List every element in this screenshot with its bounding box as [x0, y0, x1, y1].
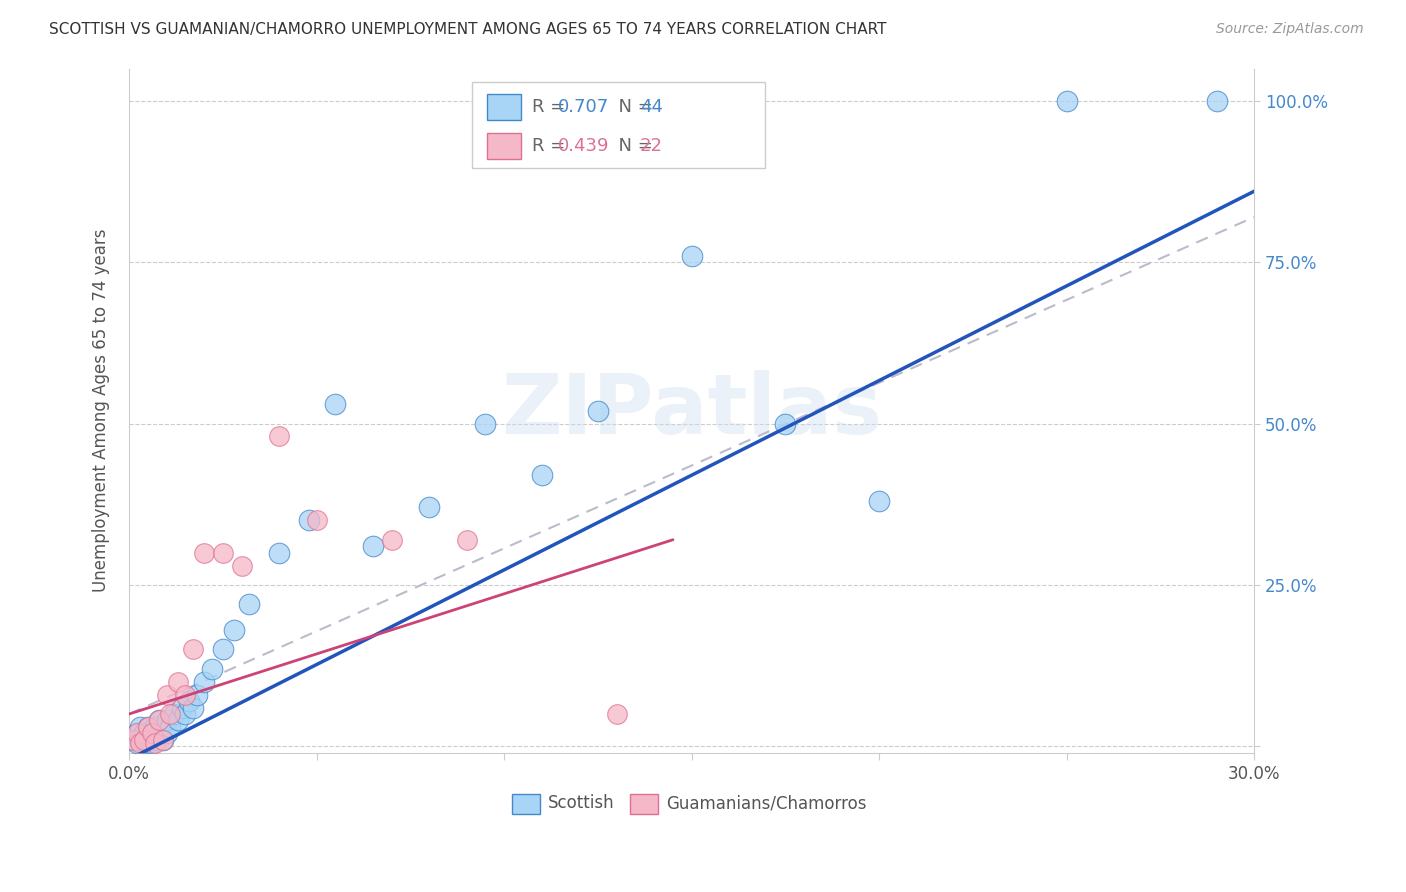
Point: [181, 700, 204, 714]
Point: [163, 706, 186, 721]
Text: 0.439: 0.439: [558, 136, 609, 155]
Point: [141, 726, 163, 740]
Point: [474, 417, 496, 431]
Point: [181, 642, 204, 657]
Point: [155, 714, 177, 728]
Point: [129, 720, 152, 734]
Point: [143, 732, 166, 747]
Point: [381, 533, 404, 547]
Point: [159, 720, 181, 734]
Point: [238, 597, 260, 611]
Point: [148, 714, 170, 728]
Point: [170, 700, 193, 714]
Point: [166, 674, 188, 689]
Text: Scottish: Scottish: [548, 795, 614, 813]
Point: [325, 397, 347, 411]
Point: [1056, 94, 1078, 108]
Point: [125, 736, 148, 750]
Point: [186, 688, 208, 702]
Point: [143, 736, 166, 750]
Text: 22: 22: [640, 136, 664, 155]
Point: [224, 623, 246, 637]
Text: SCOTTISH VS GUAMANIAN/CHAMORRO UNEMPLOYMENT AMONG AGES 65 TO 74 YEARS CORRELATIO: SCOTTISH VS GUAMANIAN/CHAMORRO UNEMPLOYM…: [49, 22, 887, 37]
Text: ZIPatlas: ZIPatlas: [501, 370, 882, 451]
Point: [155, 688, 177, 702]
Point: [269, 429, 291, 443]
FancyBboxPatch shape: [472, 82, 765, 168]
Point: [211, 642, 233, 657]
Point: [868, 494, 890, 508]
Point: [132, 726, 155, 740]
Point: [361, 539, 384, 553]
Text: N =: N =: [607, 98, 659, 116]
Point: [148, 714, 170, 728]
Text: R =: R =: [531, 136, 571, 155]
Point: [141, 726, 163, 740]
Point: [132, 736, 155, 750]
Point: [136, 720, 159, 734]
Point: [121, 732, 143, 747]
FancyBboxPatch shape: [512, 794, 540, 814]
Point: [298, 513, 321, 527]
Text: 44: 44: [640, 98, 664, 116]
FancyBboxPatch shape: [486, 133, 520, 159]
Point: [136, 720, 159, 734]
Point: [775, 417, 797, 431]
Point: [193, 674, 215, 689]
Text: R =: R =: [531, 98, 571, 116]
Point: [152, 732, 174, 747]
Point: [606, 706, 628, 721]
Point: [200, 662, 222, 676]
Point: [136, 732, 159, 747]
Point: [418, 500, 440, 515]
Point: [231, 558, 253, 573]
Point: [681, 249, 703, 263]
Y-axis label: Unemployment Among Ages 65 to 74 years: Unemployment Among Ages 65 to 74 years: [93, 229, 110, 592]
Point: [166, 714, 188, 728]
Point: [121, 732, 143, 747]
Point: [125, 726, 148, 740]
Point: [586, 403, 609, 417]
Point: [141, 736, 163, 750]
Point: [193, 546, 215, 560]
Point: [148, 726, 170, 740]
Text: 0.707: 0.707: [558, 98, 609, 116]
Point: [132, 732, 155, 747]
Point: [305, 513, 328, 527]
Text: N =: N =: [607, 136, 659, 155]
Point: [143, 720, 166, 734]
Point: [269, 546, 291, 560]
Point: [129, 732, 152, 747]
FancyBboxPatch shape: [486, 94, 520, 120]
Point: [177, 694, 200, 708]
Point: [211, 546, 233, 560]
Point: [152, 732, 174, 747]
Point: [159, 706, 181, 721]
Point: [1205, 94, 1227, 108]
Point: [155, 726, 177, 740]
Text: Guamanians/Chamorros: Guamanians/Chamorros: [666, 795, 866, 813]
Point: [174, 688, 197, 702]
Point: [174, 706, 197, 721]
FancyBboxPatch shape: [630, 794, 658, 814]
Point: [530, 468, 553, 483]
Point: [129, 736, 152, 750]
Point: [125, 726, 148, 740]
Point: [456, 533, 478, 547]
Text: Source: ZipAtlas.com: Source: ZipAtlas.com: [1216, 22, 1364, 37]
